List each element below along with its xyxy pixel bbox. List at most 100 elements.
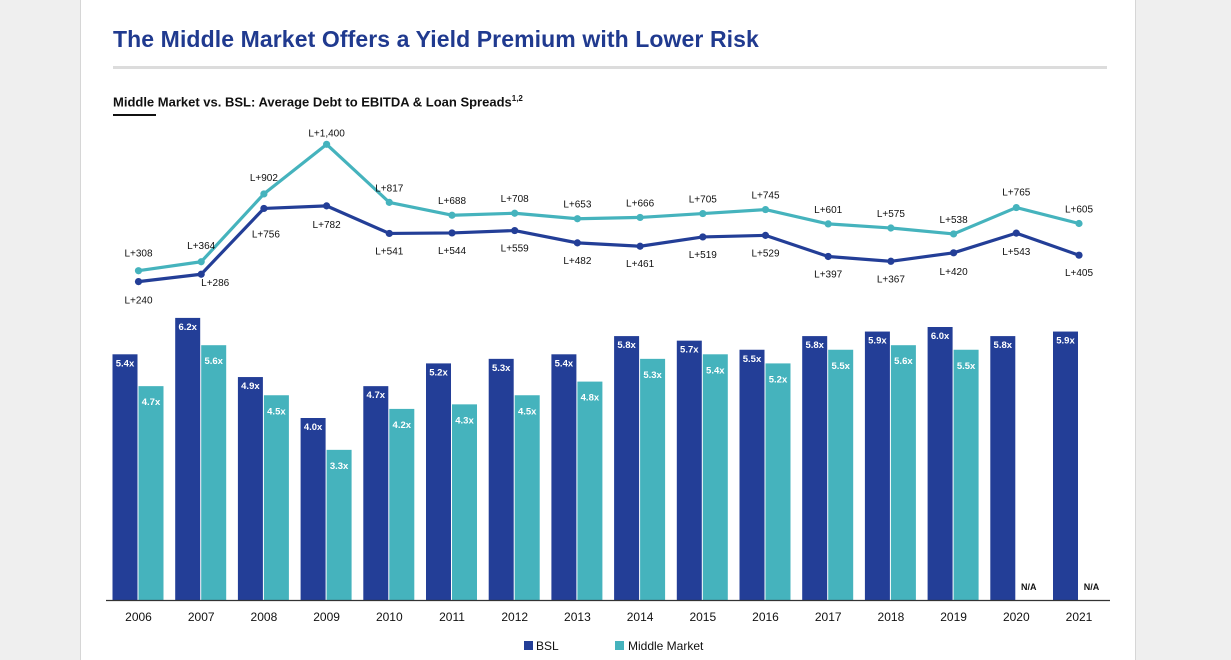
mm-bar-label-2007: 5.6x xyxy=(204,356,223,367)
mm-bar-label-2006: 4.7x xyxy=(142,397,161,408)
bsl-spread-label-2011: L+544 xyxy=(438,246,467,257)
bsl-spread-label-2014: L+461 xyxy=(626,259,655,270)
bsl-bar-label-2012: 5.3x xyxy=(492,363,511,374)
bsl-bar-2011 xyxy=(426,363,451,600)
mm-spread-point-2006 xyxy=(134,267,143,275)
mm-spread-point-2017 xyxy=(824,220,832,228)
bsl-bar-2008 xyxy=(237,377,263,600)
mm-bar-2019 xyxy=(953,349,979,600)
mm-spread-point-2007 xyxy=(197,258,205,266)
mm-bar-2007 xyxy=(201,345,227,600)
x-tick-label-2014: 2014 xyxy=(627,610,654,624)
mm-spread-label-2009: L+1,400 xyxy=(308,128,345,139)
bsl-spread-point-2016 xyxy=(761,231,770,239)
bsl-spread-label-2019: L+420 xyxy=(940,267,969,278)
mm-spread-label-2011: L+688 xyxy=(438,196,467,207)
bsl-spread-point-2020 xyxy=(1012,229,1020,237)
mm-spread-label-2007: L+364 xyxy=(187,241,216,252)
bsl-bar-2012 xyxy=(488,358,514,600)
bsl-bar-2015 xyxy=(676,340,702,600)
x-tick-label-2017: 2017 xyxy=(815,610,842,624)
mm-spread-point-2014 xyxy=(636,213,644,222)
bsl-spread-label-2010: L+541 xyxy=(375,246,404,257)
bsl-spread-label-2008: L+756 xyxy=(252,229,281,240)
mm-bar-2011 xyxy=(452,404,477,600)
bsl-spread-point-2018 xyxy=(887,257,895,265)
bsl-spread-label-2006: L+240 xyxy=(124,296,153,307)
mm-spread-label-2015: L+705 xyxy=(689,195,718,206)
bsl-bar-label-2021: 5.9x xyxy=(1056,336,1075,347)
bsl-bar-label-2015: 5.7x xyxy=(680,345,699,356)
bsl-spread-point-2015 xyxy=(699,233,707,241)
bsl-bar-label-2017: 5.8x xyxy=(805,340,824,351)
bsl-spread-label-2016: L+529 xyxy=(751,248,780,259)
mm-spread-label-2016: L+745 xyxy=(751,191,780,202)
mm-spread-point-2008 xyxy=(260,190,268,198)
bsl-spread-label-2009: L+782 xyxy=(313,220,342,231)
mm-bar-2016 xyxy=(765,363,791,600)
mm-bar-2013 xyxy=(577,381,603,600)
mm-spread-point-2019 xyxy=(950,230,958,238)
mm-spread-point-2018 xyxy=(887,224,895,232)
x-tick-label-2009: 2009 xyxy=(313,610,340,624)
mm-bar-2009 xyxy=(326,449,352,600)
mm-spread-label-2014: L+666 xyxy=(626,198,655,209)
bsl-bar-2017 xyxy=(802,336,828,600)
mm-bar-label-2012: 4.5x xyxy=(518,406,537,417)
bsl-bar-label-2014: 5.8x xyxy=(617,340,636,351)
bsl-bar-label-2007: 6.2x xyxy=(178,322,197,333)
mm-spread-point-2012 xyxy=(511,209,519,217)
mm-spread-label-2017: L+601 xyxy=(814,205,843,216)
bsl-bar-label-2008: 4.9x xyxy=(241,381,260,392)
title-divider xyxy=(113,66,1107,69)
bsl-spread-point-2006 xyxy=(134,278,143,286)
bsl-spread-point-2019 xyxy=(950,249,958,257)
bsl-bar-label-2019: 6.0x xyxy=(931,331,950,342)
mm-bar-2008 xyxy=(263,395,289,600)
x-tick-label-2012: 2012 xyxy=(501,610,528,624)
bsl-bar-label-2006: 5.4x xyxy=(116,358,135,369)
bsl-spread-point-2012 xyxy=(511,226,519,235)
mm-spread-point-2011 xyxy=(448,211,456,219)
mm-spread-line xyxy=(138,142,1080,273)
bsl-spread-point-2011 xyxy=(448,229,456,237)
bsl-bar-2016 xyxy=(739,349,765,600)
x-tick-label-2011: 2011 xyxy=(439,610,465,624)
mm-spread-point-2021 xyxy=(1075,219,1083,228)
mm-spread-label-2012: L+708 xyxy=(501,194,530,205)
mm-bar-2010 xyxy=(389,408,415,600)
bsl-bar-2013 xyxy=(551,354,577,600)
subtitle-underline xyxy=(113,114,156,116)
mm-spread-label-2020: L+765 xyxy=(1002,188,1031,199)
mm-spread-label-2010: L+817 xyxy=(375,183,404,194)
bsl-bar-2019 xyxy=(927,327,953,600)
bsl-bar-2018 xyxy=(864,331,890,600)
bsl-bar-label-2011: 5.2x xyxy=(429,367,448,378)
bsl-bar-2014 xyxy=(614,336,640,600)
legend-bsl-label: BSL xyxy=(536,639,559,653)
x-tick-label-2015: 2015 xyxy=(689,610,716,624)
mm-bar-label-2017: 5.5x xyxy=(831,361,850,372)
bsl-spread-point-2021 xyxy=(1075,251,1083,259)
x-tick-label-2021: 2021 xyxy=(1066,610,1093,624)
mm-spread-point-2013 xyxy=(573,215,582,223)
bsl-spread-point-2017 xyxy=(824,252,832,261)
mm-spread-point-2010 xyxy=(385,198,393,206)
x-tick-label-2013: 2013 xyxy=(564,610,591,624)
bsl-spread-label-2020: L+543 xyxy=(1002,247,1031,258)
x-tick-label-2019: 2019 xyxy=(940,610,967,624)
mm-bar-2006 xyxy=(138,386,164,600)
mm-bar-label-2018: 5.6x xyxy=(894,356,913,367)
mm-bar-label-2019: 5.5x xyxy=(957,361,976,372)
legend-mm-swatch xyxy=(615,641,624,650)
mm-spread-point-2009 xyxy=(323,140,331,148)
x-tick-label-2007: 2007 xyxy=(188,610,215,624)
mm-spread-point-2020 xyxy=(1012,203,1020,212)
mm-spread-label-2018: L+575 xyxy=(877,209,906,220)
bsl-spread-label-2012: L+559 xyxy=(501,244,530,255)
mm-bar-2014 xyxy=(640,358,666,600)
mm-bar-label-2010: 4.2x xyxy=(393,420,412,431)
mm-bar-label-2016: 5.2x xyxy=(769,374,788,385)
bsl-bar-label-2010: 4.7x xyxy=(367,390,386,401)
